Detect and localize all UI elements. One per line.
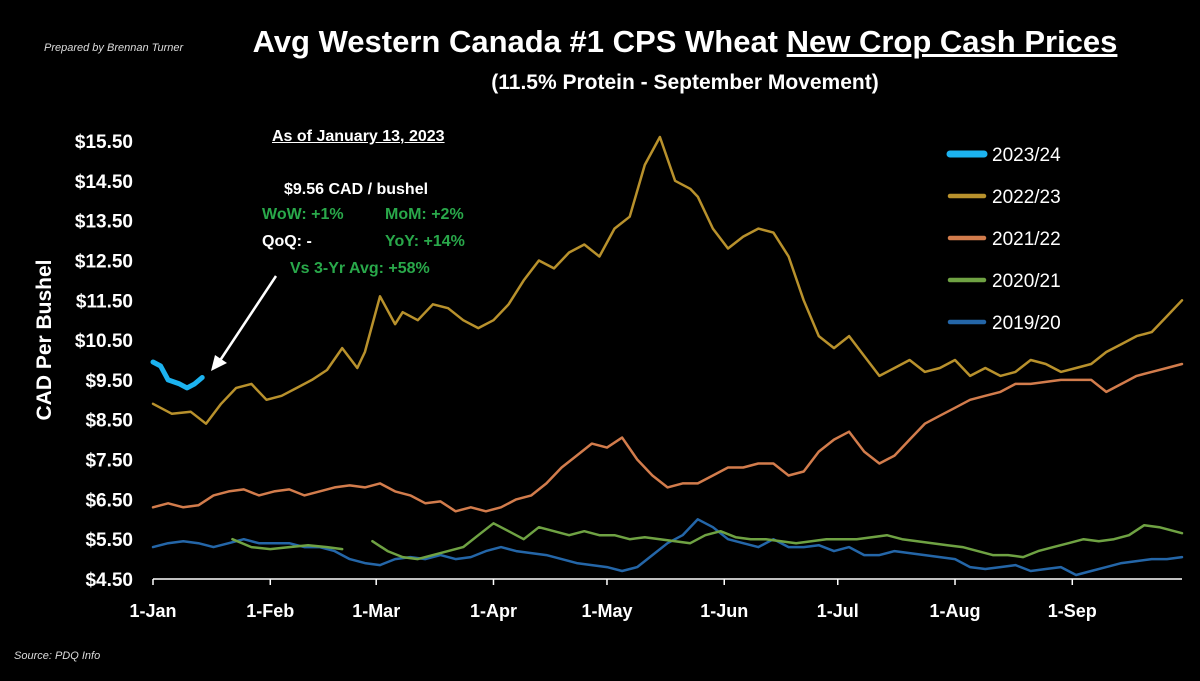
y-tick-label: $15.50 [75,132,133,153]
y-tick-label: $8.50 [85,411,133,432]
y-tick-label: $14.50 [75,172,133,193]
legend-label-s2021: 2021/22 [992,229,1061,250]
y-tick-label: $11.50 [76,291,133,312]
annotation-arrow-shaft [217,275,278,363]
chart-subtitle: (11.5% Protein - September Movement) [491,71,879,94]
y-tick-label: $6.50 [85,490,133,511]
annotation-arrow-head [211,355,227,371]
x-tick-label: 1-Aug [930,601,981,621]
y-tick-label: $10.50 [75,331,133,352]
series-line-s2021 [151,362,1184,513]
current-price: $9.56 CAD / bushel [284,181,429,198]
title-underlined: New Crop Cash Prices [786,24,1118,59]
x-tick-label: 1-Jul [817,601,859,621]
x-tick-label: 1-Sep [1048,601,1097,621]
x-tick-label: 1-May [581,601,632,621]
series-line-s2020 [231,522,1184,561]
wow-change: WoW: +1% [262,206,344,223]
yoy-change: YoY: +14% [385,233,465,250]
y-tick-label: $13.50 [75,212,133,233]
vs-3yr-avg: Vs 3-Yr Avg: +58% [290,260,430,277]
x-tick-label: 1-Apr [470,601,517,621]
legend-label-s2020: 2020/21 [992,271,1061,292]
chart-title: Avg Western Canada #1 CPS Wheat New Crop… [0,24,1200,60]
x-tick-label: 1-Mar [352,601,400,621]
legend-label-s2023: 2023/24 [992,145,1061,166]
source-note: Source: PDQ Info [14,650,101,662]
mom-change: MoM: +2% [385,206,464,223]
series-line-s2022 [151,135,1184,425]
qoq-change: QoQ: - [262,233,312,250]
y-tick-label: $4.50 [85,570,133,591]
series-line-s2019 [151,518,1184,577]
title-plain: Avg Western Canada #1 CPS Wheat [252,24,787,59]
x-tick-label: 1-Jun [700,601,748,621]
y-axis-label: CAD Per Bushel [33,259,56,420]
x-tick-label: 1-Feb [246,601,294,621]
x-tick-label: 1-Jan [129,601,176,621]
as-of-date: As of January 13, 2023 [272,128,445,145]
legend-label-s2022: 2022/23 [992,187,1061,208]
y-tick-label: $9.50 [85,371,133,392]
y-tick-label: $5.50 [85,530,133,551]
y-tick-label: $7.50 [85,451,133,472]
legend-label-s2019: 2019/20 [992,313,1061,334]
y-tick-label: $12.50 [75,251,133,272]
series-line-s2023 [150,359,205,391]
prepared-by: Prepared by Brennan Turner [44,42,184,54]
